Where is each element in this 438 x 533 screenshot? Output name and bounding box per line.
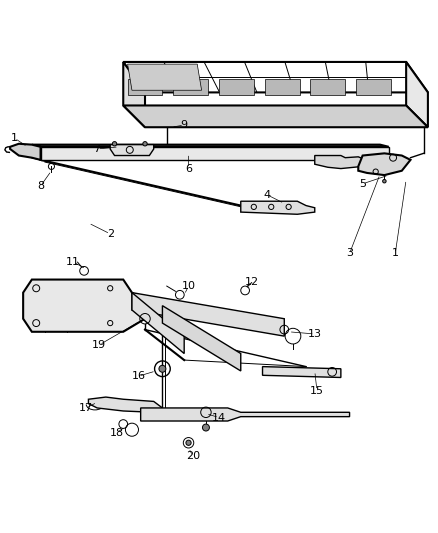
Text: 10: 10 bbox=[181, 281, 195, 291]
Circle shape bbox=[383, 180, 386, 183]
Text: 1: 1 bbox=[392, 248, 399, 259]
Text: 17: 17 bbox=[79, 403, 93, 413]
Polygon shape bbox=[110, 144, 154, 156]
Polygon shape bbox=[162, 305, 241, 371]
Polygon shape bbox=[358, 154, 410, 175]
Text: 5: 5 bbox=[359, 179, 366, 189]
Text: 6: 6 bbox=[185, 164, 192, 174]
Polygon shape bbox=[315, 156, 363, 168]
Polygon shape bbox=[123, 106, 428, 127]
Polygon shape bbox=[23, 279, 145, 332]
Text: 9: 9 bbox=[180, 120, 188, 130]
Text: 20: 20 bbox=[186, 451, 200, 461]
Text: 8: 8 bbox=[37, 181, 44, 191]
Text: 15: 15 bbox=[310, 385, 324, 395]
Polygon shape bbox=[132, 293, 184, 353]
Polygon shape bbox=[127, 64, 201, 90]
Text: 12: 12 bbox=[244, 277, 259, 287]
Text: 11: 11 bbox=[66, 257, 80, 267]
Circle shape bbox=[143, 142, 147, 146]
Polygon shape bbox=[10, 144, 41, 160]
Bar bbox=[356, 79, 391, 94]
Bar bbox=[173, 79, 208, 94]
Text: 3: 3 bbox=[346, 248, 353, 259]
Polygon shape bbox=[32, 144, 389, 147]
Text: 1: 1 bbox=[11, 133, 18, 143]
Text: 4: 4 bbox=[263, 190, 270, 200]
Circle shape bbox=[159, 365, 166, 372]
Text: 7: 7 bbox=[94, 144, 101, 154]
Polygon shape bbox=[88, 397, 162, 413]
Circle shape bbox=[113, 142, 117, 146]
Text: 18: 18 bbox=[110, 428, 124, 438]
Polygon shape bbox=[41, 147, 389, 160]
Circle shape bbox=[186, 440, 191, 446]
Text: 16: 16 bbox=[131, 371, 145, 381]
Circle shape bbox=[202, 424, 209, 431]
Polygon shape bbox=[262, 367, 341, 377]
Polygon shape bbox=[123, 62, 145, 127]
Text: 14: 14 bbox=[212, 413, 226, 423]
Bar bbox=[265, 79, 300, 94]
Polygon shape bbox=[241, 201, 315, 214]
Text: 13: 13 bbox=[308, 329, 322, 339]
Polygon shape bbox=[141, 408, 350, 421]
Bar bbox=[127, 79, 162, 94]
Text: 2: 2 bbox=[106, 229, 114, 239]
Bar bbox=[219, 79, 254, 94]
Text: 19: 19 bbox=[92, 340, 106, 350]
Polygon shape bbox=[132, 293, 284, 336]
Polygon shape bbox=[32, 144, 41, 160]
Bar bbox=[311, 79, 345, 94]
Polygon shape bbox=[406, 62, 428, 127]
